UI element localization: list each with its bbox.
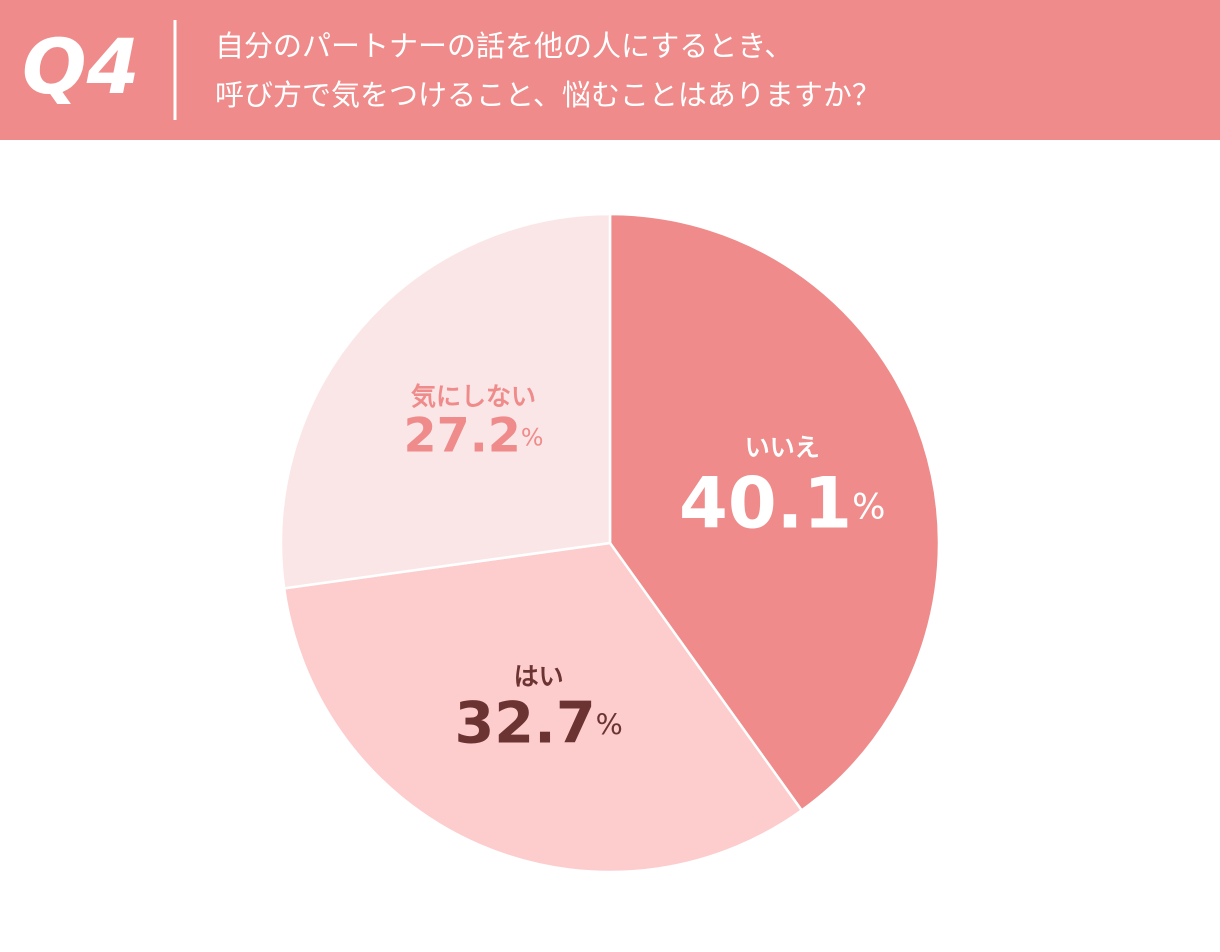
slice-value: 27.2%	[403, 408, 543, 463]
slice-value: 40.1%	[679, 463, 885, 545]
chart-title: 自分のパートナーの話を他の人にするとき、	[215, 29, 793, 63]
header-band	[0, 0, 1220, 140]
slice-name: 気にしない	[411, 382, 536, 411]
pie-slice	[282, 541, 804, 874]
pie-slice	[279, 212, 612, 590]
chart-title: 呼び方で気をつけること、悩むことはありますか？	[215, 78, 881, 112]
slice-value: 32.7%	[454, 690, 622, 756]
pie-slice	[608, 212, 941, 813]
question-number: Q4	[22, 22, 140, 111]
slice-name: はい	[514, 662, 564, 691]
slice-name: いいえ	[745, 433, 820, 462]
